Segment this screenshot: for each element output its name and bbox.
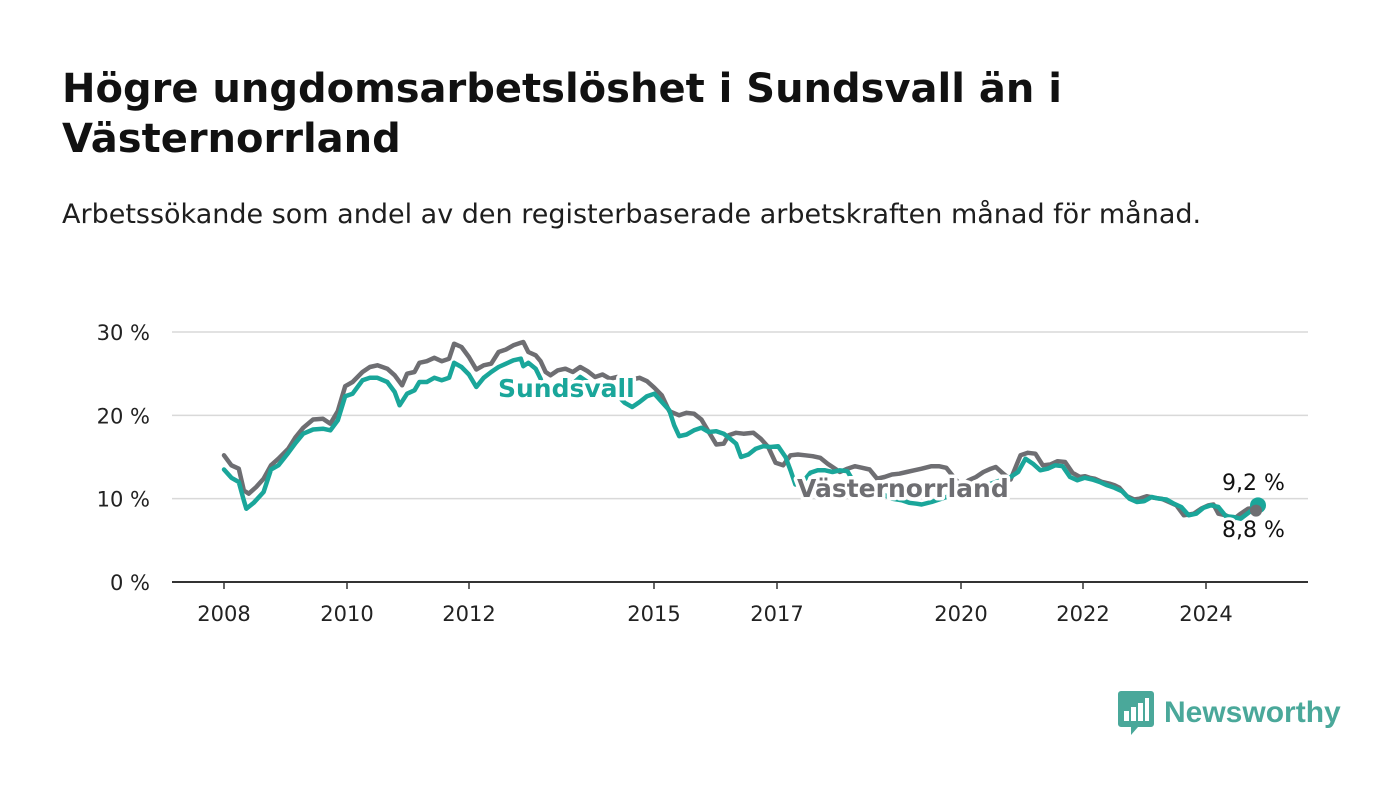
brand-name: Newsworthy [1164, 696, 1341, 729]
axes: 0 % 10 % 20 % 30 % 2008 2010 2012 2015 2017 2020 2… [97, 321, 1308, 626]
y-tick-label: 30 % [97, 321, 150, 345]
series-label-sundsvall: Sundsvall [498, 374, 635, 403]
x-tick-label: 2008 [197, 602, 250, 626]
x-tick-label: 2020 [934, 602, 987, 626]
x-tick-label: 2010 [320, 602, 373, 626]
x-tick-label: 2015 [627, 602, 680, 626]
y-tick-label: 20 % [97, 404, 150, 428]
y-tick-label: 10 % [97, 488, 150, 512]
series-label-vasternorrland: Västernorrland [797, 474, 1009, 503]
end-point-vasternorrland [1250, 504, 1262, 517]
x-tick-label: 2017 [750, 602, 803, 626]
x-tick-label: 2024 [1179, 602, 1232, 626]
chart-title: Högre ungdomsarbetslöshet i Sundsvall än… [62, 66, 1062, 162]
x-tick-label: 2022 [1056, 602, 1109, 626]
newsworthy-logo-icon [1118, 691, 1154, 735]
gridlines [172, 331, 1308, 500]
end-value-label-vasternorrland: 8,8 % [1222, 518, 1285, 543]
x-tick-label: 2012 [442, 602, 495, 626]
series-line-vasternorrland [221, 339, 1261, 522]
series-line-sundsvall [221, 356, 1261, 521]
y-tick-label: 0 % [110, 571, 150, 595]
brand-logo: Newsworthy [1118, 690, 1341, 736]
end-value-label-sundsvall: 9,2 % [1222, 471, 1285, 496]
series-lines [221, 339, 1266, 522]
chart-subtitle: Arbetssökande som andel av den registerb… [62, 199, 1202, 230]
series-labels: Sundsvall Västernorrland 9,2 % 8,8 % [495, 371, 1288, 547]
